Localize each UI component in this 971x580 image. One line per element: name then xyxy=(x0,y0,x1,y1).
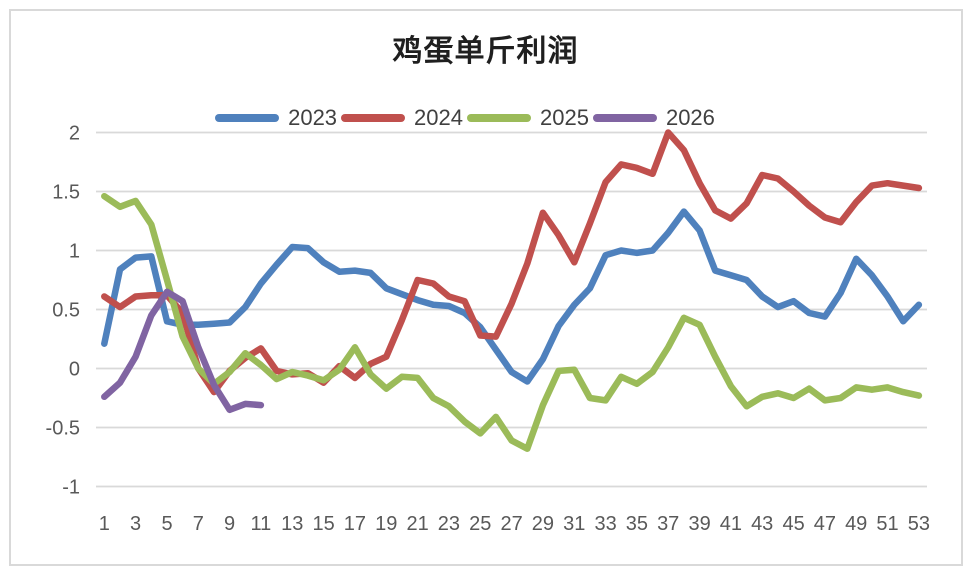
legend-label: 2024 xyxy=(414,105,463,130)
legend-item-2023: 2023 xyxy=(215,103,337,133)
x-axis-tick-label: 33 xyxy=(594,513,616,535)
x-axis-tick-label: 51 xyxy=(876,513,898,535)
series-line-2024 xyxy=(101,129,923,396)
x-axis-tick-label: 11 xyxy=(251,513,272,535)
legend-marker-2023 xyxy=(215,114,280,122)
series-line-2026 xyxy=(101,288,265,414)
x-axis-tick-label: 15 xyxy=(312,513,334,535)
x-axis-tick-label: 13 xyxy=(281,513,303,535)
x-axis-tick-label: 29 xyxy=(532,513,554,535)
y-axis-tick-label: 2 xyxy=(69,123,80,145)
series-line-2023 xyxy=(101,208,923,385)
legend-marker-2024 xyxy=(341,114,406,122)
legend-item-2025: 2025 xyxy=(467,103,589,133)
x-axis-tick-label: 45 xyxy=(782,513,804,535)
x-axis-tick-label: 1 xyxy=(99,513,110,535)
x-axis-tick-label: 53 xyxy=(908,513,930,535)
x-axis-tick-label: 25 xyxy=(469,513,491,535)
x-axis-tick-label: 21 xyxy=(406,513,428,535)
legend-marker-2026 xyxy=(592,114,657,122)
y-axis-tick-label: -0.5 xyxy=(46,418,80,440)
x-axis-tick-label: 47 xyxy=(814,513,836,535)
legend: 2023 2024 2025 2026 xyxy=(0,103,930,133)
x-axis-tick-label: 9 xyxy=(224,513,235,535)
y-axis-tick-label: 1 xyxy=(69,241,80,263)
y-axis-tick-label: 0.5 xyxy=(52,300,80,322)
x-axis-tick-label: 43 xyxy=(751,513,773,535)
x-axis-tick-label: 3 xyxy=(130,513,141,535)
y-axis-tick-label: -1 xyxy=(62,477,80,499)
chart-title: 鸡蛋单斤利润 xyxy=(392,35,579,68)
y-axis-tick-label: 1.5 xyxy=(52,182,80,204)
legend-item-2024: 2024 xyxy=(341,103,463,133)
x-axis-tick-label: 5 xyxy=(161,513,172,535)
series-line-2025 xyxy=(101,192,923,452)
legend-item-2026: 2026 xyxy=(592,103,715,133)
x-axis-tick-label: 49 xyxy=(845,513,867,535)
legend-label: 2023 xyxy=(288,105,338,130)
x-axis-tick-label: 17 xyxy=(344,513,366,535)
x-axis-tick-label: 35 xyxy=(626,513,648,535)
x-axis-tick-label: 23 xyxy=(438,513,460,535)
legend-label: 2025 xyxy=(540,105,589,130)
x-axis-tick-label: 27 xyxy=(500,513,522,535)
x-axis-tick-label: 37 xyxy=(657,513,679,535)
x-axis-tick-label: 39 xyxy=(688,513,710,535)
legend-label: 2026 xyxy=(665,105,715,130)
x-axis-tick-label: 31 xyxy=(563,513,585,535)
x-axis-tick-label: 7 xyxy=(193,513,204,535)
x-axis-tick-label: 19 xyxy=(375,513,397,535)
legend-marker-2025 xyxy=(467,114,531,122)
y-axis-tick-label: 0 xyxy=(69,359,80,381)
x-axis-tick-label: 41 xyxy=(720,513,742,535)
